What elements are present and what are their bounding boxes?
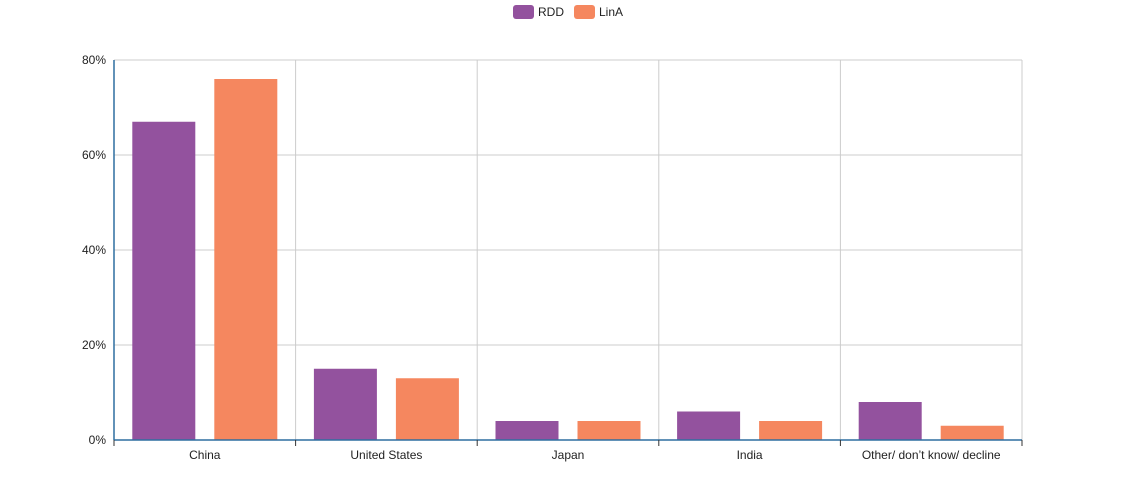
legend-swatch-lina <box>574 5 595 19</box>
bar-rdd-4 <box>858 402 922 440</box>
legend-item-lina[interactable]: LinA <box>574 5 623 19</box>
bar-rdd-1 <box>313 368 377 440</box>
legend-swatch-rdd <box>513 5 534 19</box>
bar-rdd-2 <box>495 421 559 440</box>
bar-lina-0 <box>214 79 278 440</box>
bar-lina-3 <box>759 421 823 440</box>
x-tick-label: Other/ don’t know/ decline <box>862 448 1001 462</box>
x-tick-label: Japan <box>552 448 585 462</box>
y-axis-tick-labels: 0% 20% 40% 60% 80% <box>82 53 106 447</box>
bar-lina-4 <box>940 425 1004 440</box>
y-tick-label: 40% <box>82 243 106 257</box>
bar-rdd-3 <box>677 411 741 440</box>
legend: RDD LinA <box>513 5 623 19</box>
bar-lina-1 <box>395 378 459 440</box>
y-tick-label: 80% <box>82 53 106 67</box>
bar-lina-2 <box>577 421 641 440</box>
legend-label-lina: LinA <box>599 5 623 19</box>
y-tick-label: 60% <box>82 148 106 162</box>
x-axis-tick-labels: China United States Japan India Other/ don’t… <box>189 448 1001 462</box>
x-tick-label: China <box>189 448 221 462</box>
bar-rdd-0 <box>132 121 196 440</box>
legend-item-rdd[interactable]: RDD <box>513 5 564 19</box>
x-tick-label: India <box>737 448 763 462</box>
legend-label-rdd: RDD <box>538 5 564 19</box>
y-tick-label: 20% <box>82 338 106 352</box>
axes <box>113 60 1023 446</box>
y-tick-label: 0% <box>89 433 107 447</box>
x-tick-label: United States <box>350 448 422 462</box>
bars <box>132 79 1004 440</box>
